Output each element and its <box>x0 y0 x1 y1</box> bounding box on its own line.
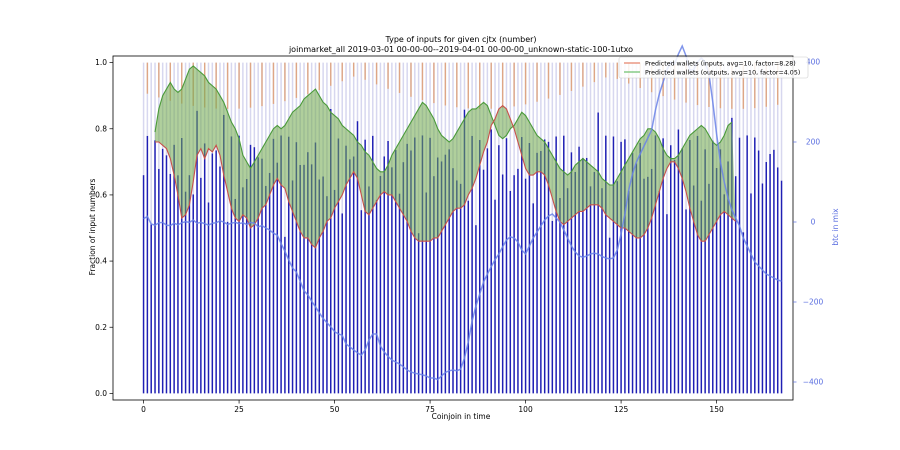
legend-label-inputs: Predicted wallets (inputs, avg=10, facto… <box>645 61 796 68</box>
y-tick-label: 0.4 <box>95 257 107 266</box>
x-axis-label: Coinjoin in time <box>432 412 491 421</box>
x-tick-label: 125 <box>614 405 629 414</box>
x-tick-label: 100 <box>518 405 533 414</box>
legend: Predicted wallets (inputs, avg=10, facto… <box>618 56 809 79</box>
y-tick-label: 0.8 <box>95 124 107 133</box>
x-tick-label: 50 <box>330 405 340 414</box>
y2-tick-label: 0 <box>811 218 816 227</box>
y2-tick-label: 200 <box>806 138 821 147</box>
chart-subtitle: joinmarket_all 2019-03-01 00-00-00--2019… <box>288 45 633 54</box>
chart-title: Type of inputs for given cjtx (number) <box>384 35 536 44</box>
y2-tick-label: 400 <box>806 58 821 67</box>
legend-box <box>618 56 809 79</box>
y-axis-label: Fraction of input numbers <box>88 179 97 276</box>
axes-layer: 0 25 50 75 100 125 150 0.0 0.2 0.4 0.6 0.8 1.0 −400 −2… <box>95 55 824 414</box>
x-tick-label: 0 <box>141 405 146 414</box>
y2-tick-label: −200 <box>803 298 824 307</box>
y2-tick-label: −400 <box>803 378 824 387</box>
prediction-band-layer <box>155 65 736 248</box>
bars-layer <box>142 62 783 394</box>
x-tick-label: 75 <box>425 405 435 414</box>
y2-axis-label: btc in mix <box>831 208 840 246</box>
x-tick-label: 25 <box>234 405 244 414</box>
plot-frame <box>112 55 794 401</box>
y-tick-label: 0.6 <box>95 191 107 200</box>
y-tick-label: 0.2 <box>95 323 107 332</box>
legend-label-outputs: Predicted wallets (outputs, avg=10, fact… <box>645 70 800 77</box>
outputs-series-line <box>154 65 733 186</box>
y-tick-label: 0.0 <box>95 389 107 398</box>
prediction-band <box>155 65 736 248</box>
inputs-series-line <box>155 104 737 249</box>
y-tick-label: 1.0 <box>95 58 107 67</box>
x-tick-label: 150 <box>709 405 724 414</box>
